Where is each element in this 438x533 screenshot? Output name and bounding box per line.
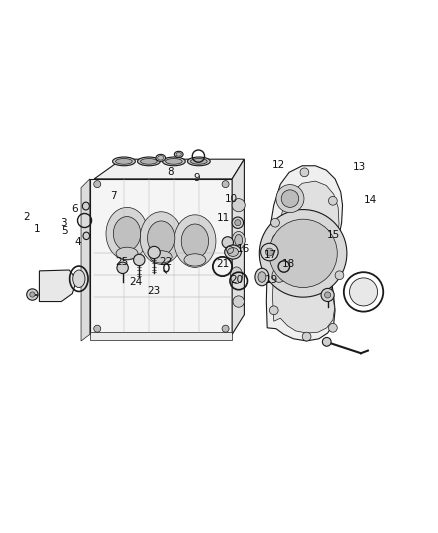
Ellipse shape <box>166 158 182 164</box>
Circle shape <box>272 268 286 282</box>
Circle shape <box>302 332 311 341</box>
Circle shape <box>94 325 101 332</box>
Text: 1: 1 <box>34 224 41 235</box>
Polygon shape <box>90 332 232 340</box>
Text: 20: 20 <box>230 274 243 285</box>
Circle shape <box>265 248 273 256</box>
Text: 15: 15 <box>327 230 340 240</box>
Circle shape <box>335 271 344 280</box>
Circle shape <box>30 292 35 297</box>
Ellipse shape <box>158 156 164 160</box>
Text: 8: 8 <box>167 167 174 177</box>
Circle shape <box>322 337 331 346</box>
Ellipse shape <box>258 272 266 282</box>
Polygon shape <box>81 179 90 341</box>
Ellipse shape <box>148 221 175 255</box>
Circle shape <box>235 220 241 226</box>
Ellipse shape <box>106 207 148 260</box>
Ellipse shape <box>140 212 182 264</box>
Text: 13: 13 <box>353 161 366 172</box>
Ellipse shape <box>225 245 241 259</box>
Circle shape <box>148 246 160 259</box>
Text: 9: 9 <box>194 173 201 183</box>
Polygon shape <box>266 166 343 341</box>
Circle shape <box>117 262 128 273</box>
Text: 19: 19 <box>265 274 278 285</box>
Circle shape <box>259 209 347 297</box>
Ellipse shape <box>174 215 216 268</box>
Polygon shape <box>232 159 244 334</box>
Ellipse shape <box>162 157 185 166</box>
Circle shape <box>232 217 244 229</box>
Text: 3: 3 <box>60 217 67 228</box>
Ellipse shape <box>187 157 210 166</box>
Ellipse shape <box>83 232 90 239</box>
Ellipse shape <box>113 216 141 251</box>
Ellipse shape <box>228 248 238 256</box>
Ellipse shape <box>230 267 243 284</box>
Circle shape <box>328 197 337 205</box>
Text: 2: 2 <box>23 213 30 222</box>
Text: 25: 25 <box>115 257 128 267</box>
Polygon shape <box>94 159 244 179</box>
Ellipse shape <box>113 157 135 166</box>
Ellipse shape <box>156 155 166 161</box>
Circle shape <box>27 289 38 300</box>
Ellipse shape <box>150 251 172 263</box>
Text: 12: 12 <box>272 160 285 170</box>
Circle shape <box>328 324 337 332</box>
Ellipse shape <box>181 224 208 258</box>
Ellipse shape <box>174 151 183 157</box>
Circle shape <box>232 199 245 212</box>
Ellipse shape <box>116 247 138 260</box>
Circle shape <box>269 306 278 314</box>
Ellipse shape <box>141 158 157 164</box>
Ellipse shape <box>116 158 132 164</box>
Circle shape <box>325 292 331 298</box>
Ellipse shape <box>138 157 160 166</box>
Circle shape <box>134 254 145 265</box>
Text: 11: 11 <box>217 213 230 223</box>
Ellipse shape <box>73 270 85 287</box>
Circle shape <box>272 233 286 247</box>
Ellipse shape <box>184 254 206 266</box>
Text: 22: 22 <box>159 257 172 267</box>
Text: 18: 18 <box>282 260 295 269</box>
Text: 4: 4 <box>74 237 81 247</box>
Text: 16: 16 <box>237 244 250 254</box>
Circle shape <box>321 288 334 302</box>
Polygon shape <box>90 179 232 334</box>
Ellipse shape <box>191 158 207 164</box>
Circle shape <box>269 219 337 287</box>
Text: 6: 6 <box>71 204 78 214</box>
Text: 24: 24 <box>129 277 142 287</box>
Circle shape <box>300 168 309 177</box>
Text: 7: 7 <box>110 191 117 201</box>
Circle shape <box>276 184 304 213</box>
Ellipse shape <box>255 268 269 286</box>
Circle shape <box>261 243 278 261</box>
Text: 21: 21 <box>216 260 229 269</box>
Circle shape <box>222 325 229 332</box>
Text: 23: 23 <box>148 286 161 296</box>
Circle shape <box>233 296 244 307</box>
Circle shape <box>350 278 378 306</box>
Text: 10: 10 <box>225 193 238 204</box>
Circle shape <box>281 190 299 207</box>
Text: 5: 5 <box>61 225 68 236</box>
Circle shape <box>271 219 279 227</box>
Polygon shape <box>39 270 77 302</box>
Text: 17: 17 <box>264 249 277 260</box>
Circle shape <box>222 237 233 248</box>
Ellipse shape <box>232 231 245 249</box>
Ellipse shape <box>82 202 89 210</box>
Ellipse shape <box>176 152 181 156</box>
Polygon shape <box>272 181 339 333</box>
Text: 14: 14 <box>364 195 377 205</box>
Circle shape <box>222 181 229 188</box>
Ellipse shape <box>235 235 243 246</box>
Circle shape <box>94 181 101 188</box>
